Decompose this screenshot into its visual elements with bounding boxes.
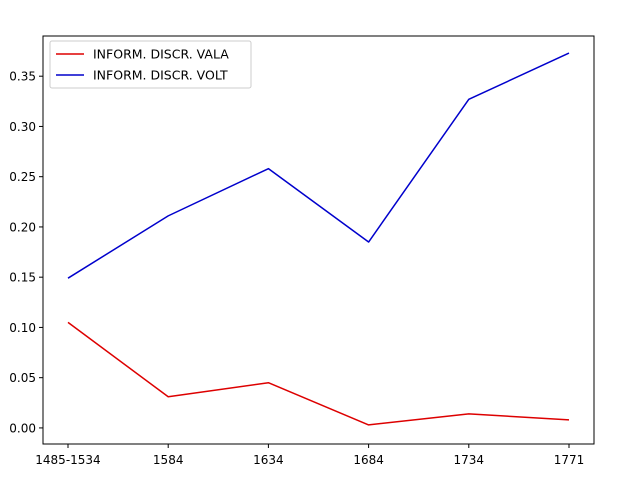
legend-label-vala: INFORM. DISCR. VALA — [93, 47, 229, 62]
series-line-vala — [67, 321, 570, 426]
legend: INFORM. DISCR. VALA INFORM. DISCR. VOLT — [49, 40, 252, 89]
series-line-volt — [67, 52, 570, 279]
x-axis: 1485-1534 1584 1634 1684 1734 1771 — [35, 444, 584, 467]
y-tick-label: 0.20 — [9, 220, 36, 234]
y-tick-label: 0.35 — [9, 70, 36, 84]
x-tick-label: 1584 — [153, 453, 184, 467]
legend-label-volt: INFORM. DISCR. VOLT — [93, 68, 228, 83]
y-tick-label: 0.05 — [9, 371, 36, 385]
x-tick-label: 1734 — [454, 453, 485, 467]
plot-frame — [42, 35, 595, 445]
x-tick-label: 1771 — [554, 453, 585, 467]
legend-box — [49, 40, 252, 89]
x-tick-label: 1634 — [253, 453, 284, 467]
series-layer — [67, 52, 570, 426]
y-tick-label: 0.30 — [9, 120, 36, 134]
y-axis: 0.00 0.05 0.10 0.15 0.20 0.25 0.30 0.35 — [9, 70, 43, 435]
y-tick-label: 0.15 — [9, 271, 36, 285]
y-tick-label: 0.10 — [9, 321, 36, 335]
x-tick-label: 1684 — [353, 453, 384, 467]
y-tick-label: 0.25 — [9, 170, 36, 184]
x-tick-label: 1485-1534 — [35, 453, 100, 467]
y-tick-label: 0.00 — [9, 421, 36, 435]
